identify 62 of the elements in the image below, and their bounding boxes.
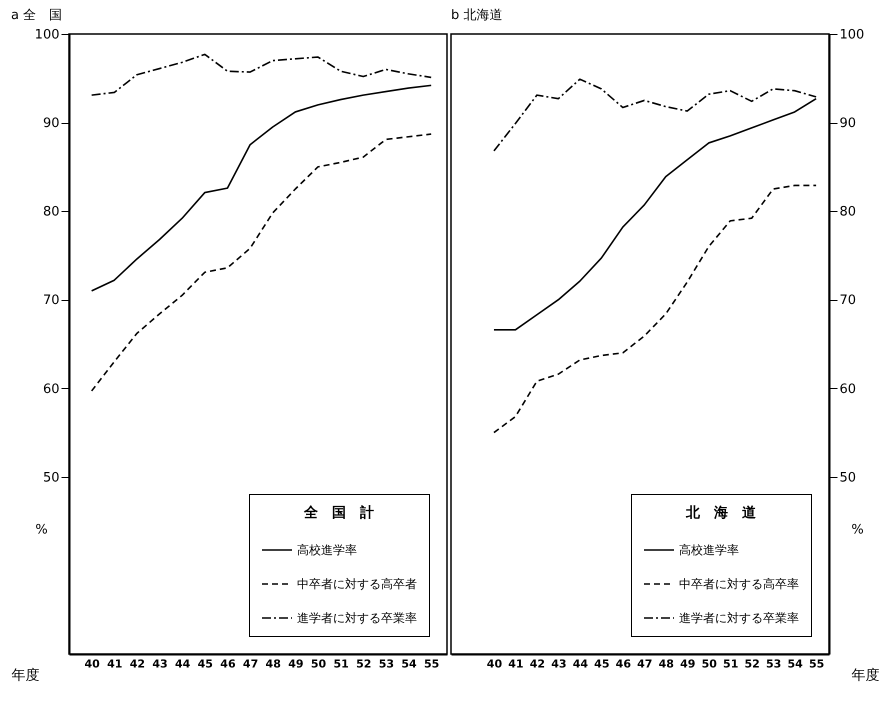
line-series — [493, 184, 817, 434]
x-tick-label: 44 — [175, 658, 191, 670]
line-series — [90, 54, 432, 96]
x-tick-label: 45 — [594, 658, 610, 670]
y-tick-label: 60 — [42, 382, 60, 397]
x-tick-label: 47 — [242, 658, 258, 670]
x-tick-label: 40 — [84, 658, 100, 670]
x-tick-label: 53 — [766, 658, 782, 670]
x-tick-label: 49 — [288, 658, 304, 670]
y-tick-label: 90 — [840, 116, 856, 132]
x-tick-label: 46 — [220, 658, 236, 670]
y-tick-label: 80 — [42, 204, 60, 220]
y-tick-label: 70 — [42, 293, 60, 308]
legend-label: 高校進学率 — [679, 543, 739, 557]
x-tick-label: 42 — [130, 658, 146, 670]
x-tick-label: 50 — [310, 658, 326, 670]
line-series — [90, 84, 432, 292]
x-tick-label: 49 — [680, 658, 696, 670]
x-tick-label: 46 — [616, 658, 632, 670]
chart-title: b 北海道 — [451, 8, 502, 23]
x-tick-label: 42 — [530, 658, 546, 670]
x-tick-label: 50 — [702, 658, 718, 670]
x-tick-label: 43 — [152, 658, 168, 670]
y-tick-label: 100 — [840, 28, 864, 42]
x-tick-label: 48 — [266, 658, 281, 670]
y-tick-label: 50 — [42, 470, 60, 486]
y-tick-label: 100 — [34, 28, 60, 42]
legend-label: 進学者に対する卒業率 — [679, 611, 799, 625]
x-tick-label: 43 — [551, 658, 567, 670]
legend-title: 北 海 道 — [685, 505, 757, 521]
x-tick-label: 45 — [198, 658, 213, 670]
x-tick-label: 52 — [744, 658, 760, 670]
x-tick-label: 54 — [401, 658, 418, 670]
x-tick-label: 52 — [356, 658, 372, 670]
y-axis-title: % — [851, 522, 864, 538]
legend-label: 中卒者に対する高卒者 — [297, 577, 417, 591]
line-series — [90, 133, 432, 392]
y-tick-label: 70 — [840, 293, 856, 308]
x-tick-label: 55 — [808, 658, 824, 670]
y-tick-label: 90 — [42, 116, 60, 132]
x-tick-label: 44 — [572, 658, 588, 670]
y-tick-label: 50 — [840, 470, 856, 486]
x-tick-label: 40 — [486, 658, 502, 670]
chart-title: a 全 国 — [11, 8, 62, 23]
x-tick-label: 47 — [637, 658, 652, 670]
y-tick-label: 80 — [840, 204, 856, 220]
x-tick-label: 54 — [787, 658, 804, 670]
legend-title: 全 国 計 — [303, 505, 374, 521]
y-tick-label: 60 — [840, 382, 856, 397]
x-axis-title: 年度 — [12, 668, 40, 684]
legend-label: 高校進学率 — [297, 543, 357, 557]
legend-label: 中卒者に対する高卒率 — [679, 577, 799, 591]
x-tick-label: 41 — [508, 658, 524, 670]
y-axis-title: % — [35, 522, 48, 538]
x-tick-label: 41 — [107, 658, 122, 670]
x-tick-label: 53 — [378, 658, 394, 670]
legend-label: 進学者に対する卒業率 — [297, 611, 417, 625]
x-tick-label: 48 — [658, 658, 674, 670]
x-tick-label: 55 — [424, 658, 440, 670]
x-tick-label: 51 — [333, 658, 349, 670]
x-tick-label: 51 — [723, 658, 738, 670]
x-axis-title: 年度 — [852, 668, 880, 684]
